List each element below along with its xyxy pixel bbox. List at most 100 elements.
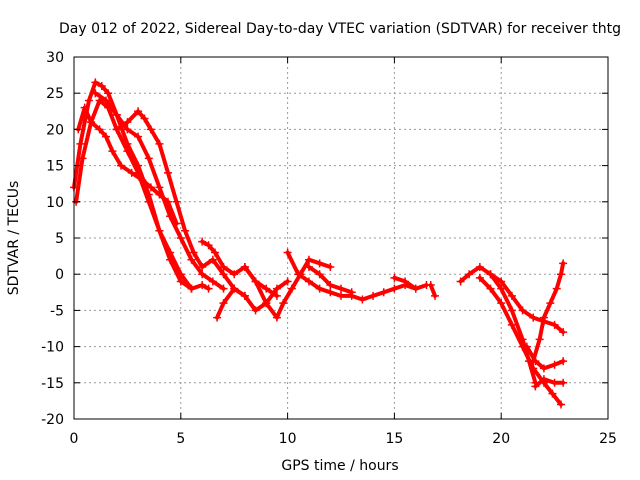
y-tick-label: 30 <box>46 50 64 66</box>
series-line <box>242 257 333 320</box>
series-line <box>458 265 538 385</box>
data-point <box>507 320 516 329</box>
data-point <box>326 262 335 271</box>
data-point <box>176 277 185 286</box>
data-point <box>102 96 111 105</box>
data-point <box>262 284 271 293</box>
data-point <box>326 288 335 297</box>
data-point <box>401 277 410 286</box>
data-point <box>456 277 465 286</box>
data-point <box>76 139 85 148</box>
data-point <box>315 284 324 293</box>
data-point <box>155 183 164 192</box>
data-point <box>189 248 198 257</box>
axis-ticks <box>73 56 609 420</box>
data-point <box>426 281 435 290</box>
data-point <box>304 277 313 286</box>
data-point <box>172 197 181 206</box>
data-point <box>112 110 121 119</box>
data-point <box>140 114 149 123</box>
data-point <box>198 270 207 279</box>
data-point <box>208 277 217 286</box>
data-point <box>163 168 172 177</box>
data-point <box>80 103 89 112</box>
data-point <box>187 255 196 264</box>
data-point <box>535 335 544 344</box>
data-point <box>507 306 516 315</box>
data-point <box>144 197 153 206</box>
data-point <box>181 226 190 235</box>
x-tick-label: 10 <box>279 431 297 447</box>
data-point <box>475 262 484 271</box>
data-point <box>550 360 559 369</box>
series-line <box>477 275 563 407</box>
data-point <box>104 89 113 98</box>
data-point <box>486 270 495 279</box>
data-point <box>465 270 474 279</box>
data-point <box>146 183 155 192</box>
data-point <box>198 281 207 290</box>
y-tick-label: 25 <box>46 86 64 102</box>
data-point <box>529 364 538 373</box>
data-traces <box>70 78 568 409</box>
y-tick-label: -15 <box>41 376 64 392</box>
data-point <box>550 378 559 387</box>
data-point <box>138 176 147 185</box>
chart-title: Day 012 of 2022, Sidereal Day-to-day VTE… <box>59 21 621 37</box>
data-point <box>411 284 420 293</box>
x-tick-label: 15 <box>385 431 403 447</box>
data-point <box>102 132 111 141</box>
data-point <box>304 262 313 271</box>
data-point <box>390 284 399 293</box>
series-sat-l <box>426 281 439 300</box>
data-point <box>272 284 281 293</box>
series-line <box>72 80 211 291</box>
data-point <box>78 154 87 163</box>
data-point <box>272 313 281 322</box>
data-point <box>539 375 548 384</box>
data-point <box>548 389 557 398</box>
data-point <box>557 270 566 279</box>
y-axis-title: SDTVAR / TECUs <box>6 181 22 296</box>
data-point <box>507 291 516 300</box>
series-sat-k <box>390 273 431 293</box>
series-sat-d <box>91 89 228 293</box>
data-point <box>123 125 132 134</box>
data-point <box>546 299 555 308</box>
series-line <box>215 279 290 320</box>
data-point <box>529 313 538 322</box>
data-point <box>91 78 100 87</box>
data-point <box>240 291 249 300</box>
data-point <box>123 118 132 127</box>
data-point <box>251 277 260 286</box>
data-point <box>337 284 345 293</box>
y-tick-labels: -20 -15 -10 -5 0 5 10 15 20 25 30 <box>41 50 64 428</box>
data-point <box>155 139 164 148</box>
data-point <box>294 270 303 279</box>
data-point <box>559 259 568 268</box>
data-point <box>539 313 548 322</box>
data-point <box>430 291 439 300</box>
data-point <box>326 281 335 290</box>
y-tick-label: -10 <box>41 340 64 356</box>
data-point <box>486 284 495 293</box>
data-point <box>187 284 196 293</box>
x-tick-label: 25 <box>599 431 617 447</box>
x-tick-label: 5 <box>176 431 185 447</box>
data-point <box>123 147 132 156</box>
data-point <box>379 288 388 297</box>
data-point <box>240 262 249 271</box>
data-point <box>559 357 568 366</box>
data-point <box>134 107 143 116</box>
data-point <box>219 299 228 308</box>
x-tick-label: 20 <box>492 431 510 447</box>
data-point <box>127 168 136 177</box>
data-point <box>198 262 207 271</box>
data-point <box>176 234 185 242</box>
data-point <box>337 291 345 300</box>
data-point <box>166 248 175 257</box>
data-point <box>557 400 566 409</box>
series-sat-e <box>112 107 249 300</box>
data-point <box>390 273 399 282</box>
